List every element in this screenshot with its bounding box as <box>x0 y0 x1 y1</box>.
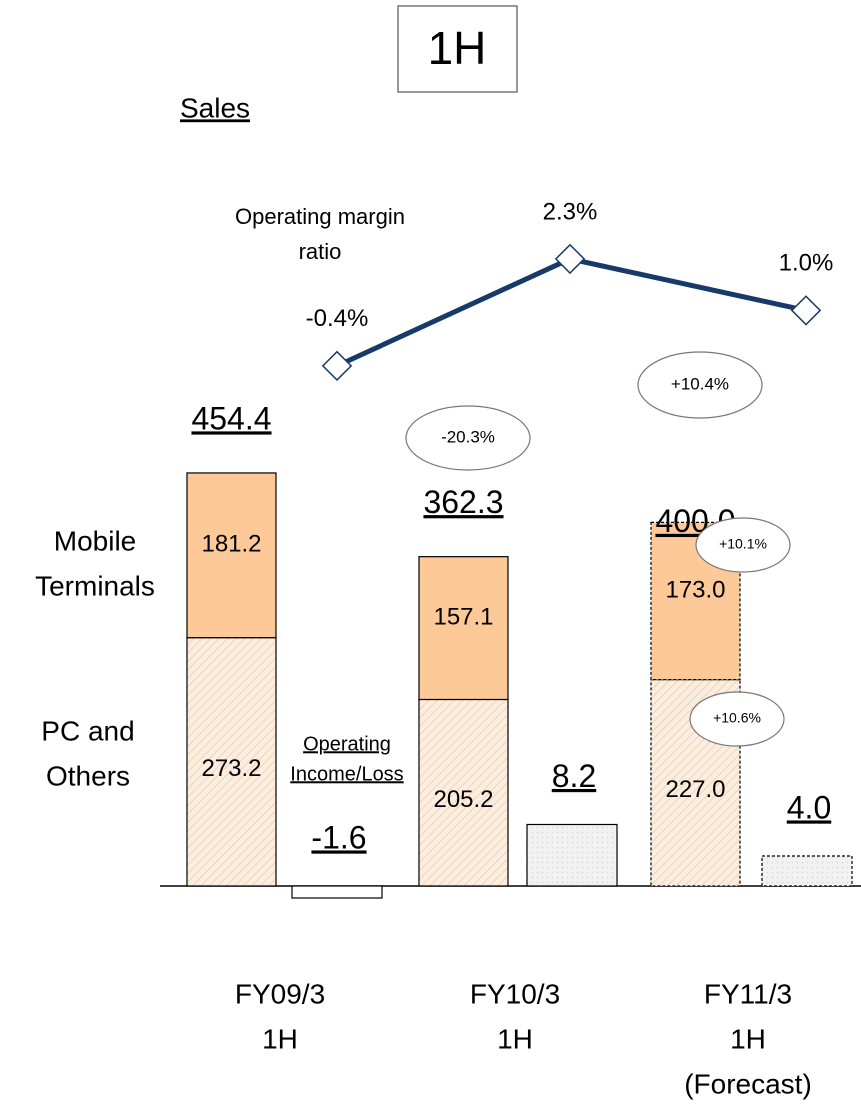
bar-segment <box>418 698 509 887</box>
segment-label: 181.2 <box>201 531 261 558</box>
margin-marker <box>321 350 353 382</box>
margin-label: -0.4% <box>306 305 369 332</box>
segment-label: 157.1 <box>433 603 493 630</box>
series-name: PC and <box>41 715 134 746</box>
total-label: 362.3 <box>423 484 503 520</box>
segment-label: 173.0 <box>665 576 725 603</box>
x-tick-label: FY09/3 <box>235 978 325 1009</box>
operating-income-bar <box>761 855 853 887</box>
bar-segment <box>186 637 277 887</box>
margin-name: Operating margin <box>235 204 405 229</box>
x-tick-label: 1H <box>262 1023 298 1054</box>
operating-income-bar <box>526 823 618 887</box>
margin-name: ratio <box>299 239 342 264</box>
operating-income-bar <box>291 885 383 899</box>
x-tick-label: 1H <box>497 1023 533 1054</box>
operating-income-label: -1.6 <box>311 819 366 855</box>
growth-label: -20.3% <box>441 427 495 446</box>
subtitle: Sales <box>180 92 250 123</box>
x-tick-label: FY11/3 <box>704 978 792 1009</box>
series-name: Others <box>46 760 130 791</box>
margin-marker <box>790 295 822 326</box>
x-tick-label: 1H <box>730 1023 766 1054</box>
growth-bubble <box>637 351 763 419</box>
operating-income-label: 8.2 <box>552 758 596 794</box>
margin-label: 1.0% <box>779 250 834 277</box>
x-tick-label: FY10/3 <box>470 978 560 1009</box>
growth-label: +10.1% <box>719 536 767 552</box>
operating-income-name: Operating <box>303 733 391 755</box>
title-box <box>397 5 518 93</box>
x-tick-label: (Forecast) <box>684 1068 812 1099</box>
segment-label: 227.0 <box>665 776 725 803</box>
growth-label: +10.6% <box>713 710 761 726</box>
total-label: 454.4 <box>191 400 271 436</box>
segment-label: 273.2 <box>201 755 261 782</box>
bar-segment <box>186 472 277 639</box>
growth-bubble <box>405 405 531 471</box>
growth-bubble <box>689 691 785 747</box>
segment-label: 205.2 <box>433 786 493 813</box>
margin-line <box>335 256 807 369</box>
bar-segment <box>418 556 509 701</box>
growth-label: +10.4% <box>671 374 729 393</box>
growth-bubble <box>695 517 791 573</box>
margin-marker <box>554 243 586 275</box>
chart-title: 1H <box>428 22 487 74</box>
series-name: Terminals <box>35 570 155 601</box>
operating-income-name: Income/Loss <box>290 763 403 785</box>
margin-label: 2.3% <box>543 198 598 225</box>
operating-income-label: 4.0 <box>787 789 831 825</box>
series-name: Mobile <box>54 525 136 556</box>
